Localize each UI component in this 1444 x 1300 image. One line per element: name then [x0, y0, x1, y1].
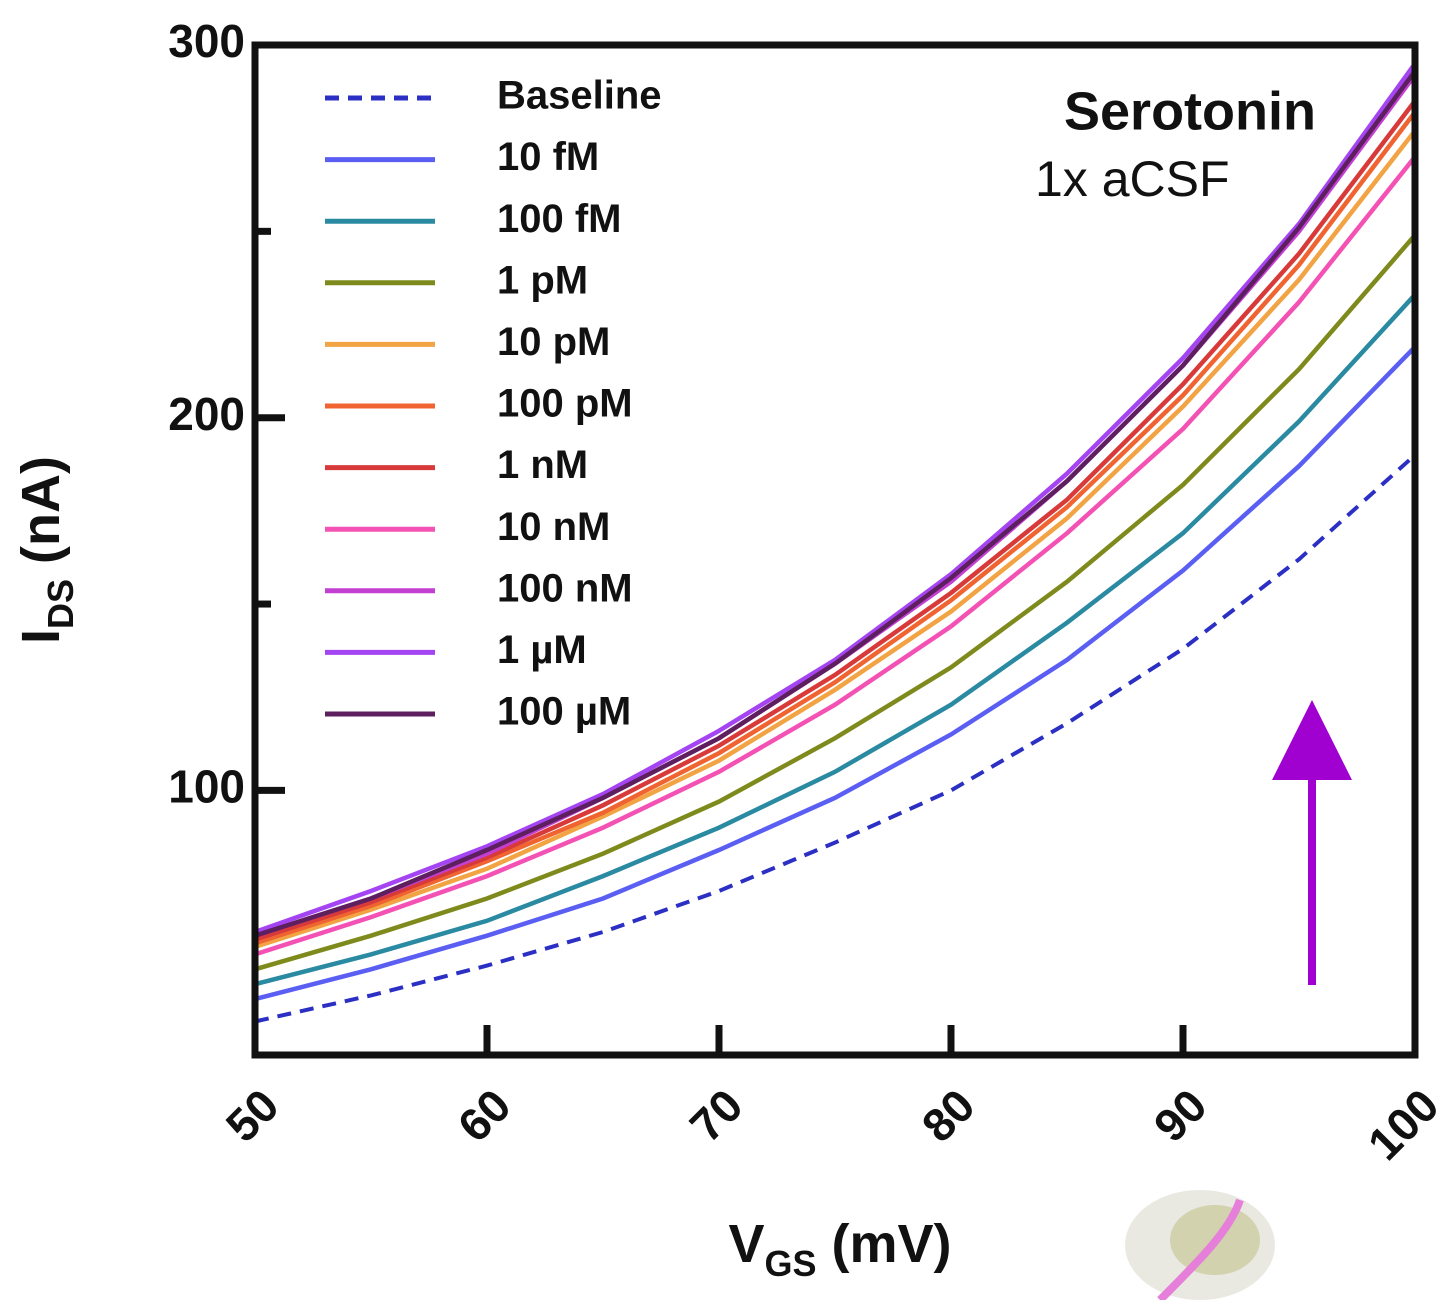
x-axis-label: VGS (mV): [728, 1214, 951, 1283]
x-tick-label: 90: [1144, 1079, 1217, 1152]
annotation: 1x aCSF: [1035, 151, 1230, 207]
legend-label: 100 nM: [497, 566, 633, 610]
data-line: [254, 110, 1417, 946]
x-axis-label-part: (mV): [817, 1214, 952, 1274]
legend-label: 10 nM: [497, 505, 610, 549]
data-line: [254, 73, 1417, 938]
data-line: [254, 453, 1417, 1024]
legend-label: 100 pM: [497, 382, 633, 426]
legend-label: 1 pM: [497, 258, 588, 302]
y-tick-label: 300: [168, 15, 245, 67]
legend-label: 10 fM: [497, 135, 599, 179]
data-line: [254, 293, 1417, 987]
plot-frame: [251, 41, 1419, 1059]
legend-label: 100 fM: [497, 197, 622, 241]
annotation: Serotonin: [1064, 81, 1316, 141]
data-line: [254, 345, 1417, 1002]
x-axis-label-part: V: [728, 1214, 764, 1274]
data-line: [254, 233, 1417, 972]
y-tick-label: 100: [168, 761, 245, 813]
x-tick-label: 70: [680, 1079, 753, 1152]
y-tick-label: 200: [168, 388, 245, 440]
x-tick-label: 100: [1358, 1079, 1444, 1170]
x-axis-label-part: GS: [765, 1243, 817, 1284]
molecule-icon: [1125, 1190, 1275, 1300]
x-tick-label: 50: [216, 1079, 289, 1152]
x-tick-label: 80: [912, 1079, 985, 1152]
data-line: [254, 62, 1417, 935]
legend-label: 1 µM: [497, 628, 587, 672]
plot-area: [254, 62, 1417, 1024]
data-line: [254, 99, 1417, 942]
legend-label: 10 pM: [497, 320, 610, 364]
y-axis-label-part: (nA): [11, 456, 71, 579]
data-line: [254, 69, 1417, 938]
legend-label: 1 nM: [497, 443, 588, 487]
y-axis-label-part: I: [11, 629, 71, 644]
data-line: [254, 129, 1417, 950]
x-tick-label: 60: [448, 1079, 521, 1152]
y-axis-label: IDS (nA): [11, 456, 80, 644]
legend-label: Baseline: [497, 74, 662, 118]
y-axis-label-part: DS: [40, 579, 81, 629]
legend-label: 100 µM: [497, 690, 631, 734]
data-line: [254, 155, 1417, 957]
